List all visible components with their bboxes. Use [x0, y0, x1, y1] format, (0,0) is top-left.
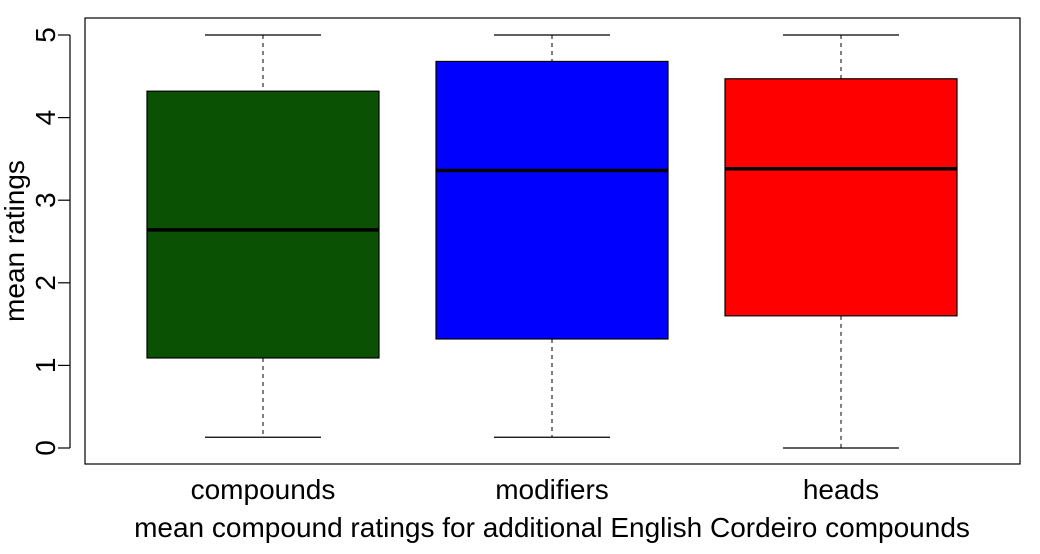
x-tick-label-modifiers: modifiers [495, 474, 609, 505]
box-group [146, 34, 958, 449]
y-tick-label: 0 [30, 440, 61, 456]
iqr-box [435, 60, 669, 340]
box-compounds [146, 34, 380, 438]
box-modifiers [435, 34, 669, 438]
iqr-box [146, 90, 380, 359]
x-tick-label-heads: heads [803, 474, 879, 505]
y-axis-title: mean ratings [0, 160, 30, 322]
x-axis-title: mean compound ratings for additional Eng… [134, 512, 970, 543]
box-heads [724, 34, 958, 449]
x-axis-labels: compounds modifiers heads [191, 474, 880, 505]
y-tick-label: 4 [30, 110, 61, 126]
y-tick-label: 1 [30, 358, 61, 374]
x-tick-label-compounds: compounds [191, 474, 336, 505]
y-tick-label: 3 [30, 192, 61, 208]
iqr-box [724, 78, 958, 317]
y-axis: 0 1 2 3 4 5 [30, 27, 71, 456]
y-tick-label: 5 [30, 27, 61, 43]
plot-frame [84, 17, 1021, 465]
y-tick-label: 2 [30, 275, 61, 291]
